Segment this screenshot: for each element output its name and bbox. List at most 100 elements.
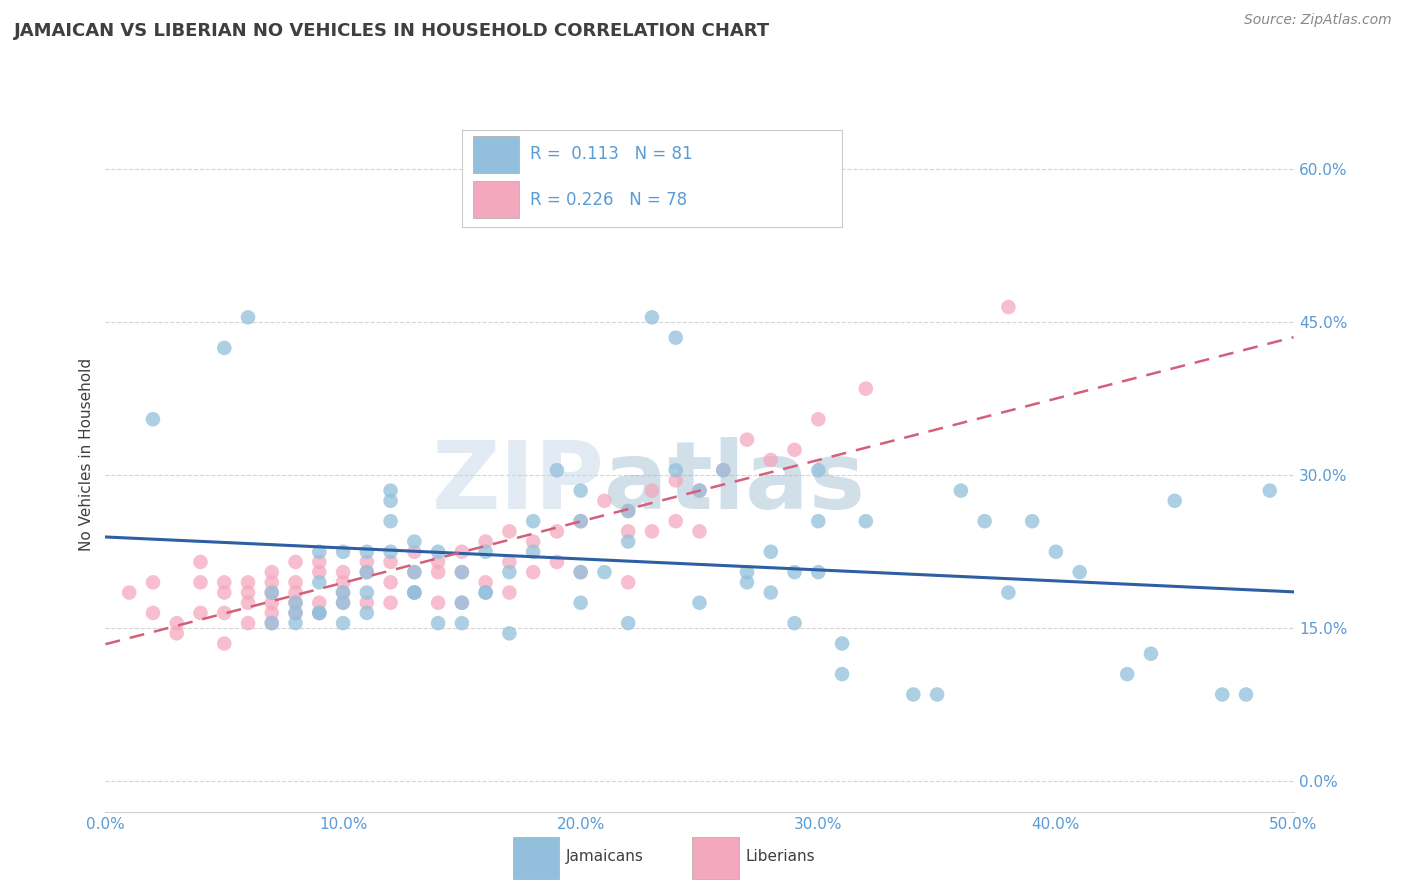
- Point: [1021, 514, 1043, 528]
- Point: [308, 606, 330, 620]
- Point: [284, 606, 307, 620]
- Point: [332, 616, 354, 631]
- Point: [450, 596, 472, 610]
- Point: [308, 606, 330, 620]
- Point: [284, 575, 307, 590]
- FancyBboxPatch shape: [513, 837, 560, 879]
- Point: [427, 555, 450, 569]
- Point: [783, 442, 806, 457]
- Point: [214, 636, 236, 650]
- Point: [450, 596, 472, 610]
- Point: [569, 514, 592, 528]
- Text: Jamaicans: Jamaicans: [567, 849, 644, 863]
- Point: [260, 596, 283, 610]
- Point: [641, 310, 664, 325]
- Point: [689, 483, 711, 498]
- Point: [427, 565, 450, 579]
- Point: [1234, 688, 1257, 702]
- Point: [332, 545, 354, 559]
- Point: [617, 524, 640, 539]
- Point: [332, 585, 354, 599]
- Point: [166, 616, 188, 631]
- Point: [474, 585, 496, 599]
- Point: [284, 596, 307, 610]
- Text: atlas: atlas: [605, 437, 866, 530]
- Point: [404, 565, 426, 579]
- Y-axis label: No Vehicles in Household: No Vehicles in Household: [79, 359, 94, 551]
- Point: [689, 483, 711, 498]
- Point: [735, 565, 758, 579]
- Point: [831, 667, 853, 681]
- Point: [855, 382, 877, 396]
- Point: [404, 534, 426, 549]
- Point: [569, 596, 592, 610]
- Point: [284, 585, 307, 599]
- Point: [380, 545, 402, 559]
- Point: [593, 493, 616, 508]
- Point: [260, 616, 283, 631]
- FancyBboxPatch shape: [474, 136, 519, 173]
- Point: [522, 534, 544, 549]
- Point: [474, 585, 496, 599]
- Point: [997, 300, 1019, 314]
- Point: [617, 504, 640, 518]
- Point: [427, 545, 450, 559]
- Point: [474, 534, 496, 549]
- Point: [783, 616, 806, 631]
- Point: [569, 483, 592, 498]
- Point: [260, 565, 283, 579]
- Point: [641, 524, 664, 539]
- Point: [617, 616, 640, 631]
- Point: [356, 606, 378, 620]
- Point: [759, 585, 782, 599]
- Point: [735, 575, 758, 590]
- Point: [404, 585, 426, 599]
- Point: [498, 524, 520, 539]
- Point: [380, 493, 402, 508]
- Point: [759, 545, 782, 559]
- Point: [404, 545, 426, 559]
- Point: [332, 575, 354, 590]
- Point: [949, 483, 972, 498]
- Point: [522, 514, 544, 528]
- Point: [925, 688, 948, 702]
- Point: [689, 596, 711, 610]
- Point: [807, 463, 830, 477]
- Point: [617, 534, 640, 549]
- Point: [450, 616, 472, 631]
- Point: [236, 585, 259, 599]
- Point: [546, 463, 568, 477]
- Point: [356, 585, 378, 599]
- Point: [665, 474, 688, 488]
- Point: [380, 555, 402, 569]
- Point: [356, 565, 378, 579]
- Point: [142, 412, 165, 426]
- Point: [118, 585, 141, 599]
- Point: [474, 545, 496, 559]
- Point: [260, 585, 283, 599]
- Point: [807, 412, 830, 426]
- Point: [308, 606, 330, 620]
- FancyBboxPatch shape: [692, 837, 740, 879]
- Point: [1164, 493, 1187, 508]
- Point: [498, 585, 520, 599]
- Point: [665, 463, 688, 477]
- Point: [236, 616, 259, 631]
- Point: [807, 514, 830, 528]
- Point: [380, 483, 402, 498]
- Point: [190, 555, 212, 569]
- Point: [1140, 647, 1163, 661]
- Point: [498, 626, 520, 640]
- Point: [546, 555, 568, 569]
- Point: [427, 596, 450, 610]
- Point: [735, 433, 758, 447]
- Point: [498, 555, 520, 569]
- Point: [142, 575, 165, 590]
- Point: [214, 606, 236, 620]
- Point: [831, 636, 853, 650]
- Text: ZIP: ZIP: [432, 437, 605, 530]
- Point: [569, 565, 592, 579]
- Point: [593, 565, 616, 579]
- Point: [260, 616, 283, 631]
- Point: [332, 565, 354, 579]
